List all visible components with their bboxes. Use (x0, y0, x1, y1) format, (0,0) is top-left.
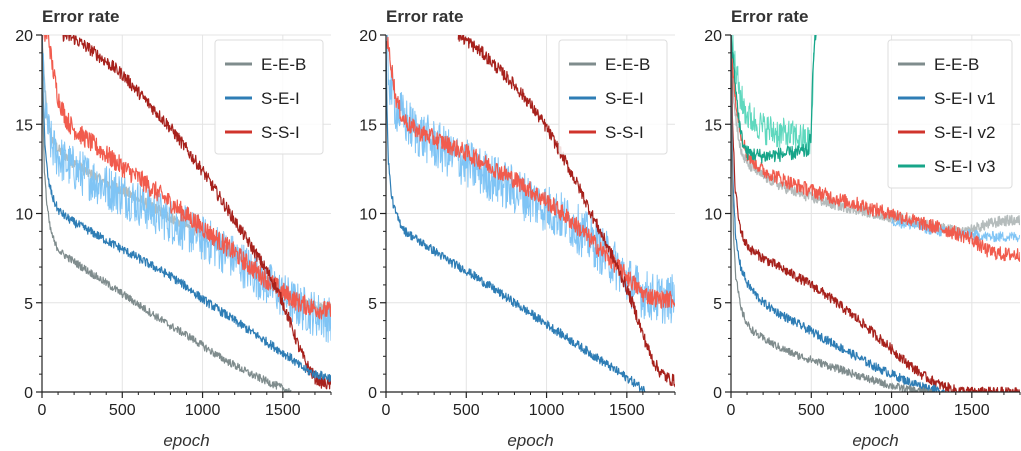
y-tick-label: 0 (368, 385, 377, 402)
series-group (731, 35, 1020, 392)
legend-label: E-E-B (261, 55, 306, 74)
legend-label: S-E-I (605, 89, 644, 108)
legend-box (887, 39, 1013, 189)
x-tick-label: 500 (798, 402, 825, 419)
x-axis-label: epoch (852, 431, 898, 450)
panel-3: 0 500 1000 1500 0 5 10 15 20 Error rate epoch E-E-B… (704, 7, 1021, 450)
series-line-3 (457, 35, 675, 388)
chart-title: Error rate (42, 7, 119, 26)
legend-box (558, 39, 668, 155)
x-tick-label: 1500 (265, 402, 301, 419)
y-tick-label: 15 (15, 117, 33, 134)
legend: E-E-B S-E-I S-S-I (558, 39, 668, 155)
y-tick-label: 10 (15, 207, 33, 224)
series-line-5 (42, 35, 331, 383)
series-line-6 (731, 35, 1020, 392)
legend: E-E-B S-E-I v1 S-E-I v2 S-E-I v3 (887, 39, 1013, 189)
x-tick-label: 0 (727, 402, 736, 419)
series-line-1 (386, 35, 675, 324)
y-tick-label: 20 (359, 28, 377, 45)
legend-label: E-E-B (605, 55, 650, 74)
legend-label: S-E-I v1 (934, 89, 995, 108)
series-group (386, 35, 675, 392)
y-tick-label: 15 (704, 117, 722, 134)
legend-label: S-S-I (261, 123, 300, 142)
y-tick-label: 0 (713, 385, 722, 402)
y-tick-label: 20 (15, 28, 33, 45)
x-tick-label: 0 (38, 402, 47, 419)
series-line-2 (386, 36, 675, 309)
series-line-4 (731, 35, 815, 155)
x-tick-label: 0 (382, 402, 391, 419)
x-tick-label: 1500 (609, 402, 645, 419)
series-line-3 (42, 35, 331, 320)
y-tick-label: 5 (24, 296, 33, 313)
legend-label: S-E-I v2 (934, 123, 995, 142)
panel-2: 0 500 1000 1500 0 5 10 15 20 Error rate epoch E-E-B… (359, 7, 676, 450)
series-line-5 (731, 35, 817, 164)
x-tick-label: 500 (109, 402, 136, 419)
legend-label: S-S-I (605, 123, 644, 142)
chart-title: Error rate (731, 7, 808, 26)
y-tick-label: 15 (359, 117, 377, 134)
series-line-4 (62, 35, 331, 390)
x-tick-label: 1000 (185, 402, 221, 419)
legend-label: S-E-I v3 (934, 157, 995, 176)
series-line-4 (386, 35, 647, 392)
x-tick-label: 1000 (529, 402, 565, 419)
series-line-2 (42, 35, 331, 343)
y-tick-label: 5 (713, 296, 722, 313)
series-line-3 (731, 35, 1020, 262)
panel-1: 0 500 1000 1500 0 5 10 15 20 Error rate epoch E-E-B… (15, 7, 332, 450)
legend-label: S-E-I (261, 89, 300, 108)
x-tick-label: 1500 (954, 402, 990, 419)
y-tick-label: 10 (359, 207, 377, 224)
y-tick-label: 0 (24, 385, 33, 402)
legend-box (214, 39, 324, 155)
legend: E-E-B S-E-I S-S-I (214, 39, 324, 155)
x-tick-label: 1000 (874, 402, 910, 419)
x-tick-label: 500 (453, 402, 480, 419)
y-tick-label: 5 (368, 296, 377, 313)
y-tick-label: 10 (704, 207, 722, 224)
legend-label: E-E-B (934, 55, 979, 74)
x-axis-label: epoch (507, 431, 553, 450)
y-tick-label: 20 (704, 28, 722, 45)
series-line-7 (731, 35, 946, 392)
chart-title: Error rate (386, 7, 463, 26)
series-line-8 (731, 37, 933, 392)
x-axis-label: epoch (163, 431, 209, 450)
series-line-6 (42, 35, 292, 392)
series-group (42, 35, 331, 392)
